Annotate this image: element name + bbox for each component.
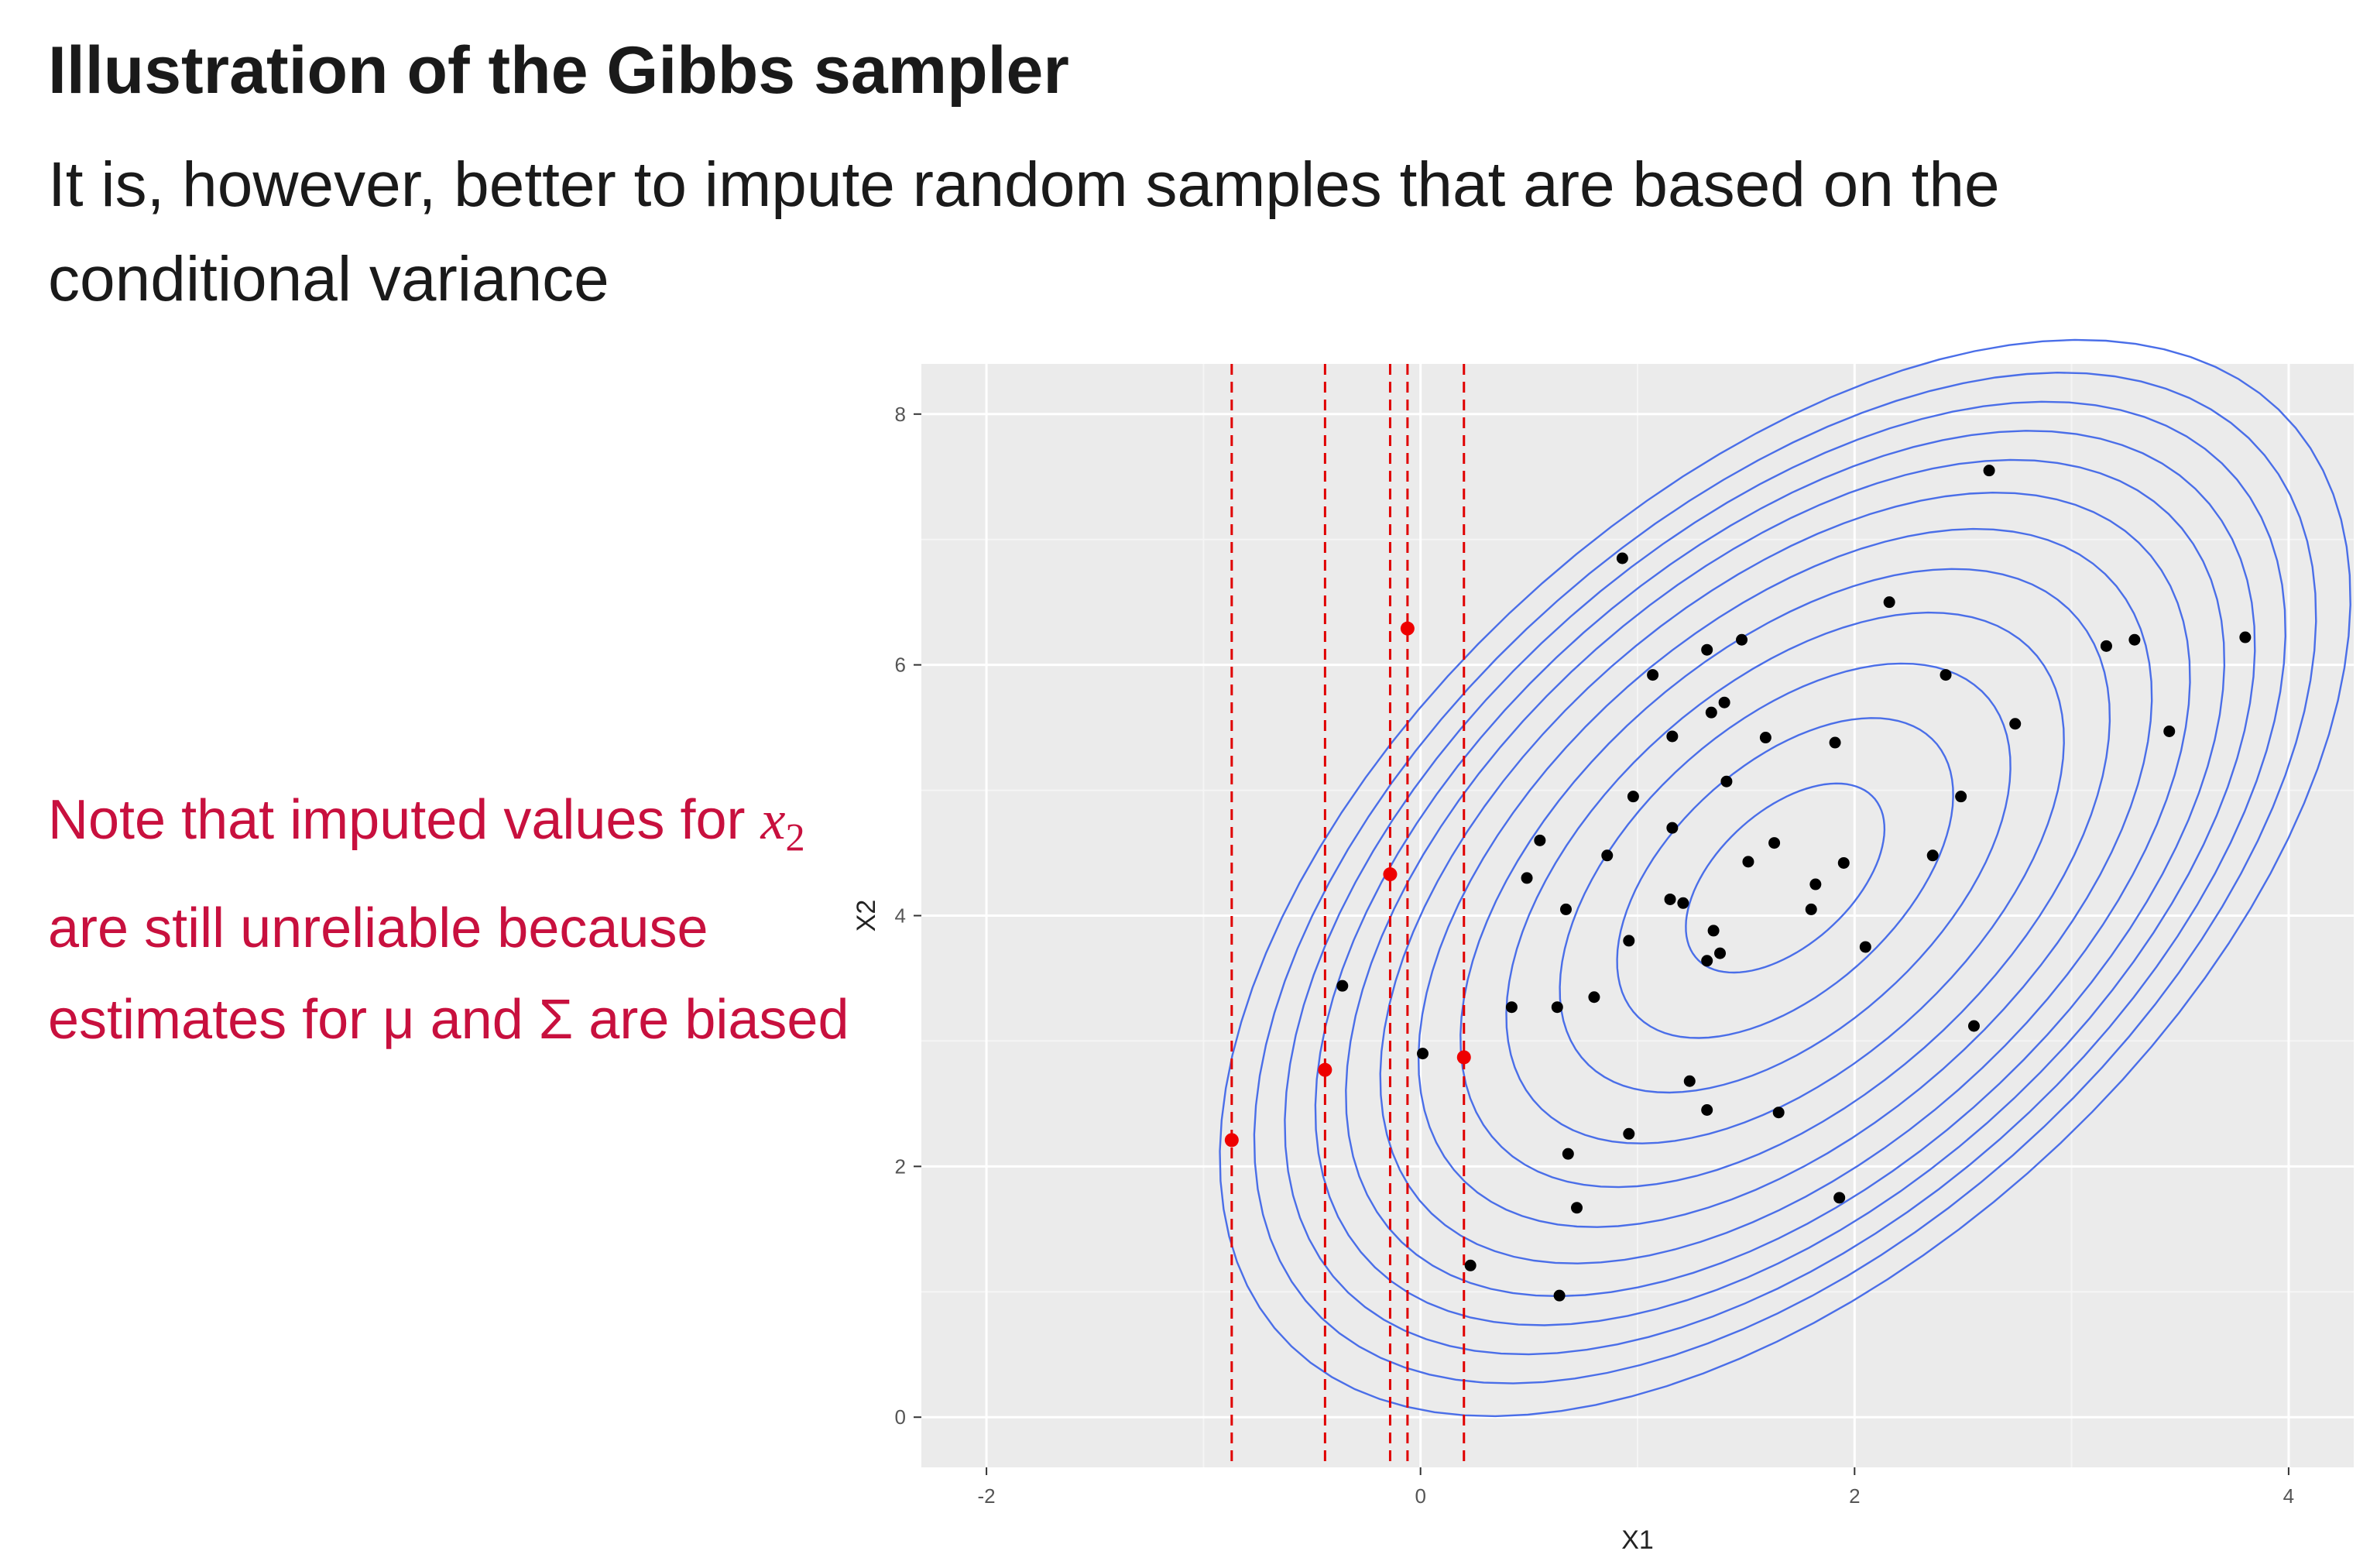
contour-line xyxy=(1284,400,2287,1356)
x-tick-label: 2 xyxy=(1849,1484,1860,1508)
data-point xyxy=(1742,856,1754,868)
data-point xyxy=(1714,947,1727,959)
data-point xyxy=(1718,696,1730,709)
data-point xyxy=(1553,1289,1566,1302)
x-tick-label: -2 xyxy=(978,1484,996,1508)
data-point xyxy=(1833,1192,1846,1204)
data-point xyxy=(1701,643,1713,656)
data-point xyxy=(1623,935,1635,947)
data-point xyxy=(1647,669,1659,681)
data-point xyxy=(1720,775,1733,787)
data-point xyxy=(1616,552,1628,564)
note-text-after: are still unreliable because estimates f… xyxy=(48,897,849,1052)
data-point xyxy=(1707,925,1720,937)
data-point xyxy=(1664,893,1676,905)
contour-line xyxy=(1559,662,2012,1094)
data-point xyxy=(2100,640,2112,652)
math-variable: x2 xyxy=(760,789,805,859)
contour-line xyxy=(1345,458,2226,1298)
data-point xyxy=(1336,980,1349,992)
imputed-point xyxy=(1400,621,1415,636)
data-point xyxy=(1601,849,1614,862)
math-variable-subscript: 2 xyxy=(785,815,805,859)
major-gridlines xyxy=(921,364,2354,1467)
data-point xyxy=(1666,822,1679,834)
data-point xyxy=(1677,897,1689,909)
data-point xyxy=(1623,1127,1635,1140)
data-point xyxy=(1560,903,1572,915)
contour-line xyxy=(1219,338,2351,1418)
data-point xyxy=(1837,856,1850,869)
data-point xyxy=(2163,725,2176,737)
contour-line xyxy=(1253,371,2317,1384)
data-point xyxy=(2239,631,2252,643)
imputed-point xyxy=(1224,1133,1239,1148)
data-point xyxy=(1683,1075,1696,1087)
data-point xyxy=(1805,903,1817,915)
slide-title: Illustration of the Gibbs sampler xyxy=(48,33,1069,108)
y-tick-label: 4 xyxy=(895,904,906,928)
contour-line xyxy=(1505,611,2065,1144)
data-point xyxy=(1505,1001,1518,1014)
x-axis-title: X1 xyxy=(1621,1525,1654,1555)
contour-line xyxy=(1616,717,1954,1039)
data-point xyxy=(1666,730,1679,743)
note-text: Note that imputed values for x2 are stil… xyxy=(48,774,869,1065)
data-point xyxy=(1627,791,1639,803)
data-point xyxy=(1701,955,1713,967)
data-point xyxy=(1571,1202,1583,1214)
data-point xyxy=(1701,1103,1713,1116)
y-tick-label: 8 xyxy=(895,403,906,426)
data-point xyxy=(1967,1020,1980,1032)
slide-subtitle: It is, however, better to impute random … xyxy=(48,149,2000,314)
data-point xyxy=(1588,991,1600,1004)
data-point xyxy=(1562,1148,1574,1160)
data-point xyxy=(1736,633,1748,646)
density-contours xyxy=(1219,338,2351,1418)
contour-line xyxy=(1459,568,2111,1189)
contour-line xyxy=(1685,782,1886,974)
data-point xyxy=(1417,1048,1429,1060)
data-point xyxy=(1534,834,1546,846)
data-point xyxy=(1705,706,1717,719)
math-variable-name: x xyxy=(760,789,786,851)
data-point xyxy=(1883,596,1895,609)
data-point xyxy=(1809,878,1822,890)
y-axis-title: X2 xyxy=(852,900,881,932)
data-point xyxy=(2128,633,2141,646)
data-point xyxy=(1759,732,1771,744)
data-point xyxy=(1829,736,1841,749)
note-text-before: Note that imputed values for xyxy=(48,789,761,851)
imputed-point xyxy=(1318,1062,1332,1077)
imputation-lines xyxy=(1230,364,1466,1467)
data-point xyxy=(1772,1107,1785,1119)
y-tick-label: 0 xyxy=(895,1405,906,1429)
data-point xyxy=(1551,1001,1563,1014)
data-point xyxy=(1859,941,1871,953)
data-point xyxy=(1926,849,1939,862)
contour-line xyxy=(1417,527,2153,1228)
x-tick-label: 4 xyxy=(2283,1484,2294,1508)
data-point xyxy=(1955,791,1967,803)
data-point xyxy=(1940,669,1952,681)
x-tick-label: 0 xyxy=(1415,1484,1425,1508)
y-tick-label: 2 xyxy=(895,1155,906,1178)
data-point xyxy=(1464,1259,1477,1271)
imputed-point xyxy=(1383,867,1398,882)
observed-points xyxy=(1336,465,2252,1302)
contour-line xyxy=(1379,491,2191,1264)
data-point xyxy=(1768,837,1781,849)
axis-ticks: -2 0 2 4 0 2 4 6 8 xyxy=(895,403,2295,1508)
contour-line xyxy=(1314,430,2256,1326)
imputed-points xyxy=(1224,621,1471,1148)
y-tick-label: 6 xyxy=(895,654,906,677)
data-point xyxy=(1983,465,1995,477)
data-point xyxy=(2009,718,2022,730)
imputed-point xyxy=(1456,1050,1471,1065)
data-point xyxy=(1521,872,1533,884)
